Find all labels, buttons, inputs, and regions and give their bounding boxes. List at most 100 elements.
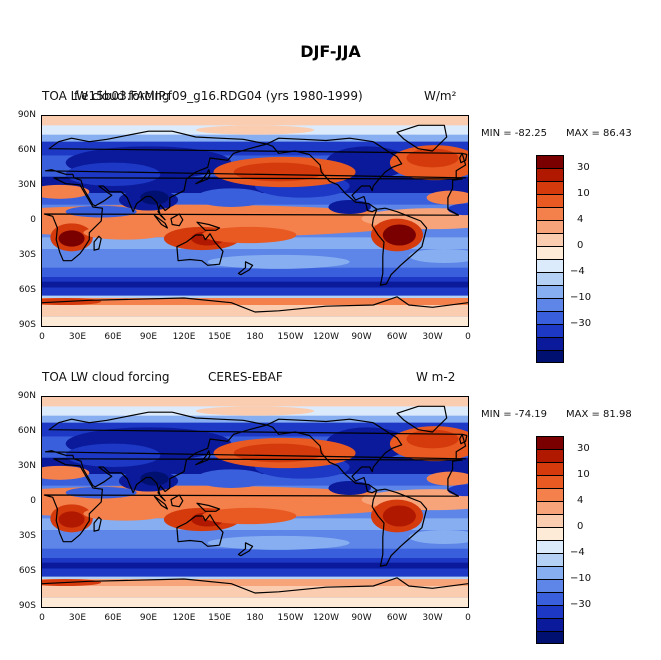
lon-tick-label: 120E [172,613,196,623]
lon-tick-label: 150W [277,332,304,342]
lon-tick-label: 180 [246,613,264,623]
map-panel [41,396,469,608]
south-africa-core [58,230,85,247]
colorbar-swatch [536,631,564,644]
sahara-warm [42,465,90,480]
min-value: MIN = -74.19 [481,409,548,420]
colorbar-label: 10 [577,188,590,199]
lat-tick-label: 60N [17,426,36,436]
south-atlantic-cool [408,249,468,263]
north-america-outline [266,137,403,213]
map-svg [42,116,468,326]
colorbar-swatch [536,220,564,233]
north-pacific-warm-core [233,162,324,182]
zonal-band [42,411,468,423]
antarctic-warm-band [42,298,468,305]
sumatra-outline [153,214,169,229]
southern-cold-core [42,562,468,569]
colorbar-label: 0 [577,521,584,532]
monsoon-cold-core [140,190,169,205]
zonal-band [42,237,468,249]
colorbar-swatch [536,155,564,168]
new-zealand-outline [237,261,254,276]
colorbar [536,436,564,644]
lon-tick-label: 90E [139,332,158,342]
south-atlantic-cool [408,530,468,544]
lat-tick-label: 30S [18,250,36,260]
colorbar-swatch [536,233,564,246]
africa-outline [43,458,463,543]
lat-tick-label: 30N [17,180,36,190]
colorbar [536,155,564,363]
colorbar-label: −30 [570,599,592,610]
colorbar-label: 30 [577,162,590,173]
central-asia-cold [65,443,161,467]
panel-title-left: TOA LW cloud forcing [42,89,170,103]
southern-cold-core [42,281,468,288]
lon-tick-label: 0 [465,332,471,342]
west-pacific-cold [195,469,267,488]
indian-ocean-warm [83,506,167,521]
panel-title-left: TOA LW cloud forcing [42,370,170,384]
arctic-warm [195,406,315,416]
colorbar-label: 0 [577,240,584,251]
max-value: MAX = 81.98 [566,409,632,420]
panel-title-center: f.e15b03.FAMIP.f09_g16.RDG04 (yrs 1980-1… [74,89,363,103]
madagascar-outline [93,235,102,251]
lat-tick-label: 30N [17,461,36,471]
lat-tick-label: 30S [18,531,36,541]
colorbar-swatch [536,168,564,181]
eurasia-outline [44,411,467,502]
zonal-band [42,586,468,598]
lon-tick-label: 60E [104,613,122,623]
lon-tick-label: 30W [422,613,443,623]
colorbar-swatch [536,475,564,488]
north-pacific-warm-core [233,443,324,463]
lon-tick-label: 60W [386,613,408,623]
panel-units: W/m² [424,89,457,103]
colorbar-swatch [536,436,564,449]
lon-tick-label: 120W [312,332,340,342]
panel-title-center: CERES-EBAF [208,370,283,384]
lat-tick-label: 90S [18,320,36,330]
new-zealand-outline [237,542,254,557]
lon-tick-label: 0 [39,613,45,623]
greenland-outline [396,124,448,152]
lon-tick-label: 30E [68,613,87,623]
lon-tick-label: 0 [39,332,45,342]
new-guinea-outline [196,221,221,231]
colorbar-swatch [536,350,564,363]
colorbar-swatch [536,618,564,631]
colorbar-swatch [536,501,564,514]
colorbar-swatch [536,540,564,553]
australia-outline [176,233,224,266]
colorbar-label: −10 [570,292,592,303]
lat-tick-label: 90N [17,391,36,401]
north-america-outline [266,418,403,494]
arctic-warm [195,125,315,135]
south-pacific-cool [207,535,350,550]
lat-tick-label: 60N [17,145,36,155]
lon-tick-label: 30W [422,332,443,342]
sumatra-outline [153,495,169,510]
east-atlantic-warm [426,190,468,205]
zonal-band [42,305,468,317]
south-africa-core [58,511,85,528]
lon-tick-label: 90E [139,613,158,623]
lon-tick-label: 120W [312,613,340,623]
lon-tick-label: 180 [246,332,264,342]
colorbar-label: 4 [577,214,584,225]
central-america-cold [328,481,371,495]
spcz-warm [201,226,297,244]
colorbar-swatch [536,311,564,324]
lon-tick-label: 0 [465,613,471,623]
colorbar-swatch [536,246,564,259]
zonal-band [42,518,468,530]
south-america-outline [371,488,428,567]
colorbar-swatch [536,337,564,350]
japan-outline [195,450,211,466]
east-atlantic-warm [426,471,468,486]
south-america-outline [371,207,428,286]
colorbar-label: 4 [577,495,584,506]
colorbar-label: 10 [577,469,590,480]
